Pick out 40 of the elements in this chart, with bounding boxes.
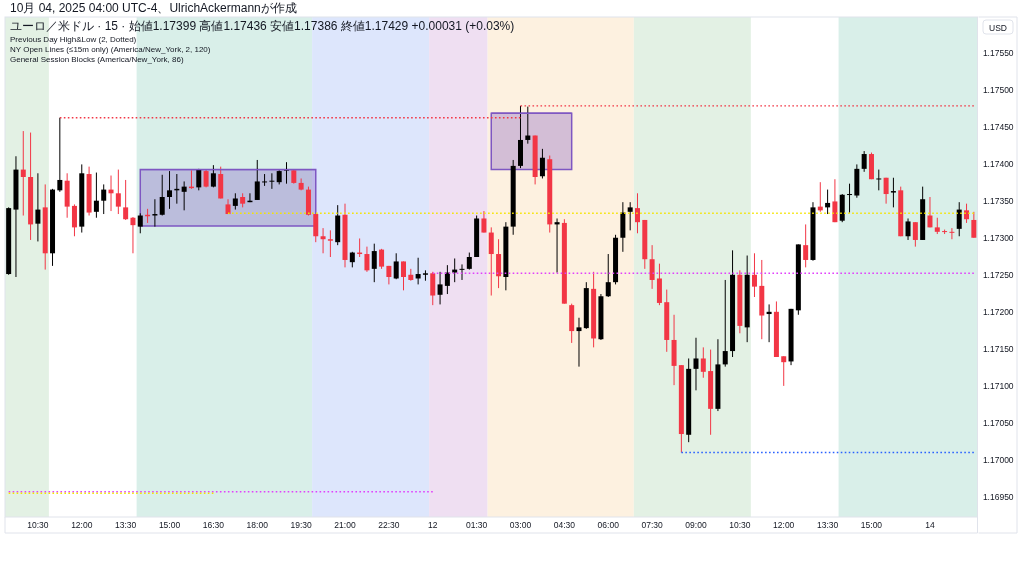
x-tick-label: 13:30 xyxy=(816,520,839,530)
y-tick-label: 1.17200 xyxy=(982,306,1014,317)
annotation: NY Open Lines (≤15m only) (America/New_York, 2, 120) xyxy=(10,45,211,54)
x-tick-label: 12:00 xyxy=(71,520,93,530)
y-tick-label: 1.17100 xyxy=(982,380,1014,391)
y-tick-label: 1.17550 xyxy=(982,47,1014,58)
x-tick-label: 12 xyxy=(428,520,438,530)
annotation: Previous Day High&Low (2, Dotted) xyxy=(10,35,137,44)
x-tick-label: 12:00 xyxy=(773,520,795,530)
y-axis-title: USD xyxy=(989,22,1007,33)
y-tick-label: 1.17150 xyxy=(982,343,1014,354)
y-tick-label: 1.16950 xyxy=(982,492,1014,502)
y-tick-label: 1.17400 xyxy=(982,158,1014,169)
y-tick-label: 1.17000 xyxy=(982,454,1014,465)
y-tick-label: 1.17350 xyxy=(982,195,1014,206)
x-tick-label: 09:00 xyxy=(685,520,707,530)
chart-title: ユーロ／米ドル · 15 · 始値1.17399 高値1.17436 安値1.17386 終値1.17429 +0.00031 (+0.03%) xyxy=(10,19,515,33)
x-tick-label: 06:00 xyxy=(597,520,620,530)
x-tick-label: 01:30 xyxy=(465,520,488,530)
x-tick-label: 10:30 xyxy=(729,520,751,530)
annotation: General Session Blocks (America/New_York, 86) xyxy=(10,55,184,64)
x-tick-label: 10:30 xyxy=(27,520,49,530)
x-tick-label: 22:30 xyxy=(378,520,400,530)
x-tick-label: 07:30 xyxy=(641,520,664,530)
y-tick-label: 1.17450 xyxy=(982,121,1014,132)
y-tick-label: 1.17250 xyxy=(982,269,1014,280)
x-tick-label: 13:30 xyxy=(115,520,137,530)
x-tick-label: 03:00 xyxy=(509,520,532,530)
x-tick-label: 15:00 xyxy=(158,520,181,530)
x-tick-label: 18:00 xyxy=(246,520,269,530)
y-tick-label: 1.17300 xyxy=(982,232,1014,243)
y-tick-label: 1.17050 xyxy=(982,417,1014,428)
x-tick-label: 19:30 xyxy=(290,520,313,530)
text: 10月 04, 2025 04:00 UTC-4、UlrichAckermannが作成 xyxy=(10,1,297,15)
x-tick-label: 16:30 xyxy=(202,520,225,530)
x-tick-label: 04:30 xyxy=(553,520,576,530)
x-tick-label: 14 xyxy=(925,520,935,530)
y-tick-label: 1.17500 xyxy=(982,84,1014,95)
x-tick-label: 21:00 xyxy=(334,520,356,530)
x-tick-label: 15:00 xyxy=(860,520,883,530)
